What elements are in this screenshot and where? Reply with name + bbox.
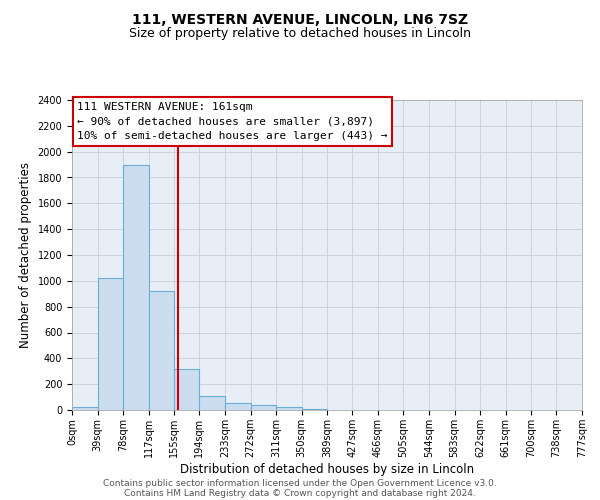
Bar bbox=[251, 406, 276, 410]
Bar bbox=[276, 408, 302, 410]
Bar bbox=[98, 278, 123, 410]
Bar bbox=[225, 403, 251, 410]
Bar bbox=[149, 291, 174, 410]
Text: 111, WESTERN AVENUE, LINCOLN, LN6 7SZ: 111, WESTERN AVENUE, LINCOLN, LN6 7SZ bbox=[132, 12, 468, 26]
Text: Size of property relative to detached houses in Lincoln: Size of property relative to detached ho… bbox=[129, 28, 471, 40]
Bar bbox=[72, 408, 98, 410]
Bar bbox=[302, 408, 328, 410]
Text: Contains HM Land Registry data © Crown copyright and database right 2024.: Contains HM Land Registry data © Crown c… bbox=[124, 488, 476, 498]
Y-axis label: Number of detached properties: Number of detached properties bbox=[19, 162, 32, 348]
Bar bbox=[123, 164, 149, 410]
Text: 111 WESTERN AVENUE: 161sqm
← 90% of detached houses are smaller (3,897)
10% of s: 111 WESTERN AVENUE: 161sqm ← 90% of deta… bbox=[77, 102, 388, 141]
Bar bbox=[174, 368, 199, 410]
Text: Contains public sector information licensed under the Open Government Licence v3: Contains public sector information licen… bbox=[103, 478, 497, 488]
X-axis label: Distribution of detached houses by size in Lincoln: Distribution of detached houses by size … bbox=[180, 462, 474, 475]
Bar bbox=[199, 396, 225, 410]
